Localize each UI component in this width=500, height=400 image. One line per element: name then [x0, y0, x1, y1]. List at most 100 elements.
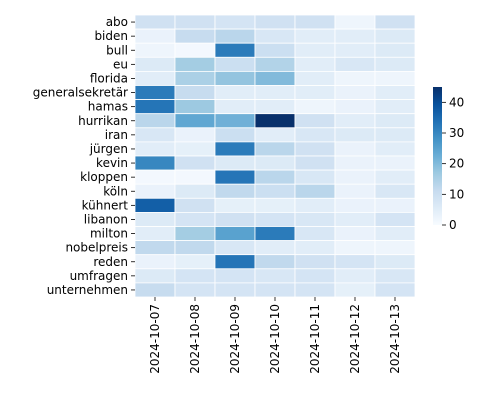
heatmap-cell	[294, 240, 336, 256]
heatmap-cell	[334, 141, 376, 157]
heatmap-cell	[174, 183, 216, 199]
heatmap-cell	[214, 14, 256, 30]
heatmap-cell	[174, 28, 216, 44]
heatmap-cell	[334, 71, 376, 86]
heatmap-cell	[294, 226, 336, 242]
y-tick-label: eu	[113, 57, 128, 71]
heatmap-cell	[374, 14, 416, 30]
heatmap-cell	[334, 113, 376, 129]
heatmap-cell	[374, 169, 416, 185]
heatmap-cell	[294, 282, 336, 298]
heatmap-cell	[254, 282, 296, 298]
heatmap-cell	[374, 127, 416, 143]
colorbar-ticks: 0 10 20 30 40	[442, 95, 464, 232]
heatmap-cell	[254, 127, 296, 143]
heatmap-cell	[294, 99, 336, 115]
heatmap-cell	[254, 183, 296, 199]
heatmap-cell	[334, 226, 376, 242]
y-tick-label: bull	[106, 43, 128, 57]
heatmap-cell	[374, 56, 416, 72]
heatmap-cell	[294, 127, 336, 143]
y-tick-label: umfragen	[70, 269, 128, 283]
heatmap-cell	[134, 113, 176, 129]
heatmap-cell	[134, 254, 176, 270]
heatmap-cell	[254, 99, 296, 115]
heatmap-cell	[254, 141, 296, 157]
colorbar	[433, 87, 442, 225]
y-tick-label: libanon	[84, 212, 128, 226]
heatmap-cell	[174, 85, 216, 101]
heatmap-cell	[134, 226, 176, 242]
heatmap-cell	[374, 113, 416, 129]
heatmap-cell	[174, 240, 216, 256]
heatmap-cell	[174, 254, 216, 270]
heatmap-cell	[334, 28, 376, 44]
heatmap-cell	[294, 56, 336, 72]
heatmap-cell	[214, 85, 256, 101]
heatmap-cell	[214, 268, 256, 284]
heatmap-cell	[214, 183, 256, 199]
heatmap-cell	[374, 71, 416, 86]
heatmap-cell	[294, 141, 336, 157]
heatmap-cell	[294, 85, 336, 101]
y-tick-label: nobelpreis	[65, 241, 128, 255]
heatmap-cell	[174, 155, 216, 171]
x-tick-labels: 2024-10-07 2024-10-08 2024-10-09 2024-10-10…	[148, 297, 402, 374]
heatmap-cell	[374, 183, 416, 199]
heatmap-cell	[214, 127, 256, 143]
heatmap-cell	[254, 155, 296, 171]
heatmap-cell	[174, 282, 216, 298]
colorbar-gradient	[433, 87, 442, 225]
heatmap-cell	[214, 141, 256, 157]
y-tick-label: kloppen	[80, 170, 128, 184]
heatmap-cell	[214, 169, 256, 185]
heatmap-cell	[294, 113, 336, 129]
heatmap-cell	[174, 141, 216, 157]
heatmap-cell	[214, 42, 256, 58]
heatmap-cell	[294, 268, 336, 284]
heatmap-cell	[134, 183, 176, 199]
heatmap-cell	[174, 226, 216, 242]
heatmap-cells	[134, 14, 416, 298]
heatmap-cell	[294, 28, 336, 44]
heatmap-cell	[254, 211, 296, 227]
heatmap-cell	[254, 113, 296, 129]
heatmap-cell	[294, 169, 336, 185]
heatmap-cell	[174, 197, 216, 213]
heatmap-cell	[214, 155, 256, 171]
x-tick-label: 2024-10-11	[308, 304, 322, 374]
heatmap-cell	[254, 85, 296, 101]
heatmap-cell	[134, 197, 176, 213]
heatmap-cell	[254, 56, 296, 72]
heatmap-cell	[134, 127, 176, 143]
colorbar-tick-label: 0	[449, 218, 457, 232]
heatmap-cell	[134, 42, 176, 58]
y-tick-label: hurrikan	[78, 114, 128, 128]
heatmap-cell	[334, 14, 376, 30]
y-tick-label: köln	[103, 184, 128, 198]
y-tick-label: kühnert	[82, 198, 129, 212]
heatmap-cell	[374, 268, 416, 284]
heatmap-cell	[214, 226, 256, 242]
heatmap-cell	[214, 197, 256, 213]
heatmap-cell	[374, 254, 416, 270]
y-tick-labels: abobidenbulleufloridageneralsekretärhama…	[33, 15, 135, 297]
y-tick-label: jürgen	[89, 142, 128, 156]
heatmap-cell	[334, 282, 376, 298]
heatmap-cell	[334, 56, 376, 72]
heatmap-cell	[294, 42, 336, 58]
heatmap-cell	[254, 226, 296, 242]
heatmap-cell	[374, 282, 416, 298]
heatmap-cell	[134, 155, 176, 171]
heatmap-cell	[294, 155, 336, 171]
heatmap-cell	[374, 240, 416, 256]
heatmap-cell	[134, 85, 176, 101]
heatmap-cell	[334, 42, 376, 58]
heatmap-cell	[214, 282, 256, 298]
heatmap-cell	[174, 113, 216, 129]
heatmap-cell	[294, 183, 336, 199]
heatmap-cell	[214, 28, 256, 44]
heatmap-cell	[134, 99, 176, 115]
y-tick-label: florida	[90, 71, 128, 85]
